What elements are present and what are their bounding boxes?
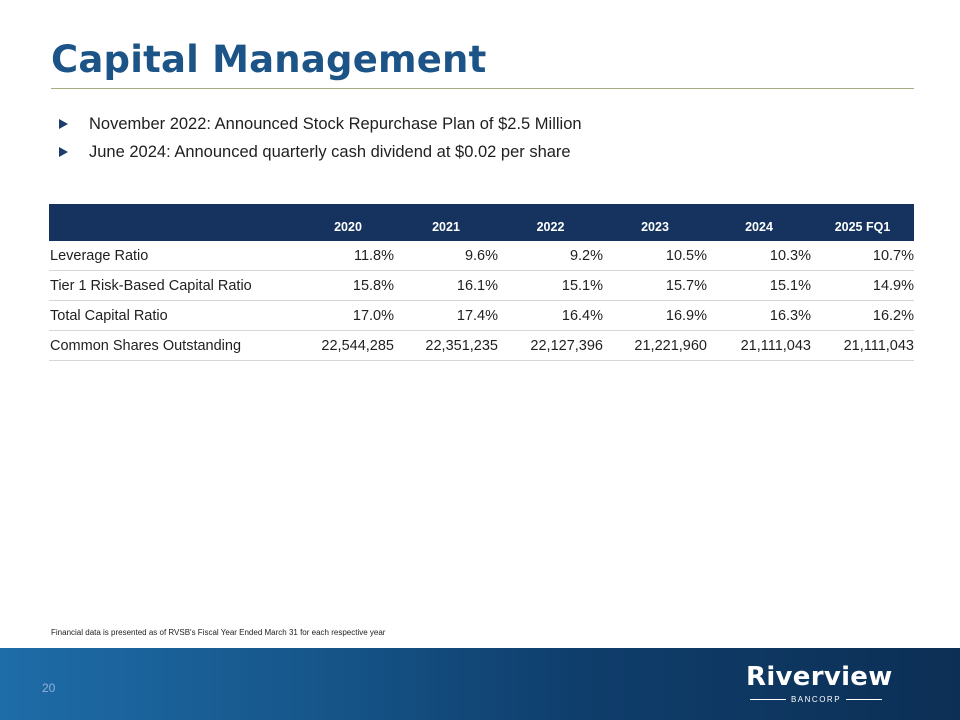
bullet-item: November 2022: Announced Stock Repurchas… [58, 110, 582, 138]
table-cell: 22,127,396 [498, 330, 603, 361]
footer-band: 20 Riverview BANCORP [0, 648, 960, 720]
table-cell: 16.4% [498, 300, 603, 331]
table-cell: 21,221,960 [603, 330, 707, 361]
table-cell: 9.2% [498, 241, 603, 271]
logo-wordmark: Riverview [746, 662, 893, 692]
table-header-2020: 2020 [302, 204, 394, 241]
page-title: Capital Management [51, 38, 487, 81]
bullet-text: June 2024: Announced quarterly cash divi… [89, 142, 571, 161]
logo-rule [749, 699, 786, 700]
table-cell: 16.1% [394, 270, 498, 301]
table-header-2024: 2024 [707, 204, 811, 241]
table-cell: 14.9% [811, 270, 914, 301]
table-row: Tier 1 Risk-Based Capital Ratio 15.8% 16… [49, 270, 914, 301]
table-row: Total Capital Ratio 17.0% 17.4% 16.4% 16… [49, 300, 914, 331]
bullet-text: November 2022: Announced Stock Repurchas… [89, 114, 582, 133]
triangle-bullet-icon [59, 147, 68, 157]
table-cell: 17.4% [394, 300, 498, 331]
logo-rule [846, 699, 883, 700]
table-cell: 10.3% [707, 241, 811, 271]
table-cell: 15.7% [603, 270, 707, 301]
row-label: Common Shares Outstanding [49, 330, 302, 361]
bullet-item: June 2024: Announced quarterly cash divi… [58, 138, 582, 166]
table-cell: 21,111,043 [707, 330, 811, 361]
company-logo: Riverview BANCORP [746, 662, 893, 712]
table-cell: 22,544,285 [302, 330, 394, 361]
table-row: Leverage Ratio 11.8% 9.6% 9.2% 10.5% 10.… [49, 241, 914, 271]
table-header-2023: 2023 [603, 204, 707, 241]
table-row: Common Shares Outstanding 22,544,285 22,… [49, 330, 914, 361]
table-cell: 15.1% [707, 270, 811, 301]
triangle-bullet-icon [59, 119, 68, 129]
logo-subtext: BANCORP [790, 695, 842, 704]
row-label: Total Capital Ratio [49, 300, 302, 331]
table-header-label [49, 204, 302, 241]
table-cell: 22,351,235 [394, 330, 498, 361]
page-number: 20 [42, 681, 56, 695]
table-cell: 10.7% [811, 241, 914, 271]
table-cell: 16.9% [603, 300, 707, 331]
row-label: Leverage Ratio [49, 241, 302, 271]
table-cell: 10.5% [603, 241, 707, 271]
table-cell: 9.6% [394, 241, 498, 271]
logo-subline: BANCORP [746, 695, 886, 704]
table-cell: 17.0% [302, 300, 394, 331]
footnote: Financial data is presented as of RVSB's… [51, 628, 386, 637]
row-label: Tier 1 Risk-Based Capital Ratio [49, 270, 302, 301]
table-cell: 16.2% [811, 300, 914, 331]
title-divider [51, 88, 914, 89]
bullet-list: November 2022: Announced Stock Repurchas… [58, 110, 582, 166]
table-cell: 15.8% [302, 270, 394, 301]
capital-ratios-table: 2020 2021 2022 2023 2024 2025 FQ1 Levera… [49, 204, 914, 361]
table-cell: 21,111,043 [811, 330, 914, 361]
table-header-2022: 2022 [498, 204, 603, 241]
table-cell: 11.8% [302, 241, 394, 271]
table-header-2025-fq1: 2025 FQ1 [811, 204, 914, 241]
table-header-2021: 2021 [394, 204, 498, 241]
table-header-row: 2020 2021 2022 2023 2024 2025 FQ1 [49, 204, 914, 241]
table-cell: 16.3% [707, 300, 811, 331]
table-cell: 15.1% [498, 270, 603, 301]
